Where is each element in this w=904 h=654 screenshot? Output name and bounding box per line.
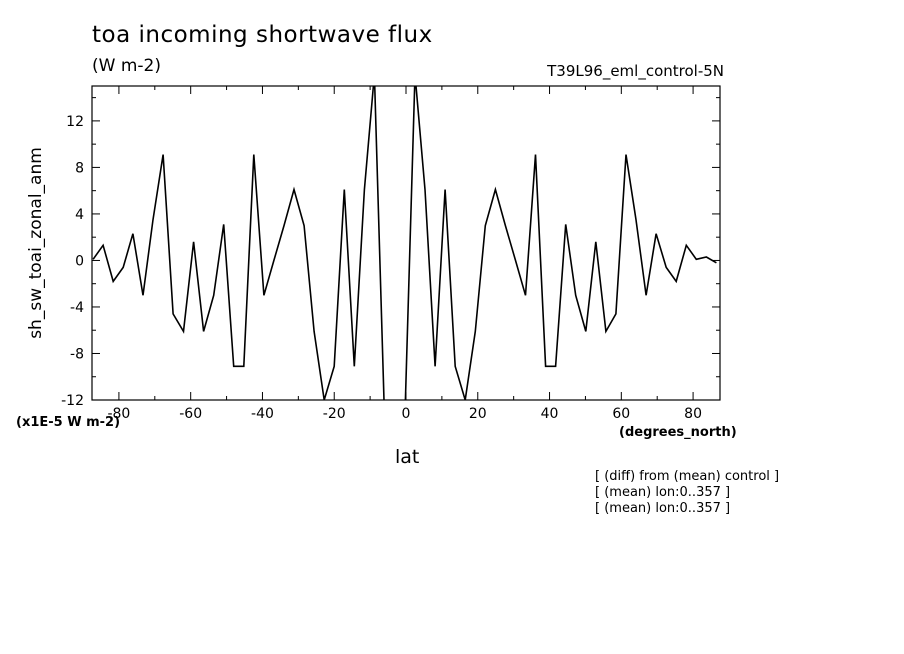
y-tick-label: 0: [75, 253, 84, 269]
y-tick-label: 12: [66, 114, 84, 130]
y-tick-label: -12: [61, 393, 84, 409]
y-tick-label: -8: [70, 346, 84, 362]
note-line: [ (mean) lon:0..357 ]: [595, 485, 731, 500]
x-tick-label: -20: [323, 406, 346, 422]
y-tick-label: 8: [75, 160, 84, 176]
axis-ticks: [92, 86, 720, 401]
x-tick-label: 40: [541, 406, 559, 422]
notes-block: [ (diff) from (mean) control ] [ (mean) …: [595, 469, 779, 517]
x-tick-label: 20: [469, 406, 487, 422]
note-line: [ (mean) lon:0..357 ]: [595, 501, 731, 516]
chart-units: (W m-2): [92, 56, 161, 76]
x-tick-label: -40: [251, 406, 274, 422]
chart-title: toa incoming shortwave flux: [92, 22, 433, 48]
series-group: [92, 86, 717, 400]
y-tick-label: -4: [70, 300, 84, 316]
run-label: T39L96_eml_control-5N: [547, 62, 724, 80]
y-axis-label: sh_sw_toai_zonal_anm: [26, 147, 46, 339]
x-axis-label: lat: [395, 446, 420, 468]
x-tick-label: 80: [684, 406, 702, 422]
y-tick-label: 4: [75, 207, 84, 223]
series-line: [92, 86, 717, 400]
x-axis-units: (degrees_north): [619, 425, 737, 440]
y-scale-note: (x1E-5 W m-2): [16, 415, 121, 430]
x-tick-label: -60: [179, 406, 202, 422]
note-line: [ (diff) from (mean) control ]: [595, 469, 780, 484]
x-tick-label: -80: [107, 406, 130, 422]
x-tick-label: 0: [402, 406, 411, 422]
x-tick-label: 60: [612, 406, 630, 422]
